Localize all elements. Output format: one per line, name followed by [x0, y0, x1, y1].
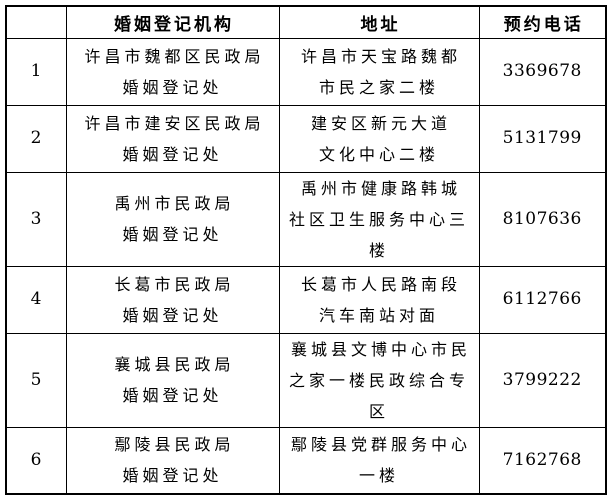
marriage-registration-table: 婚姻登记机构 地址 预约电话 1 许昌市魏都区民政局 婚姻登记处 许昌市天宝路魏… [5, 5, 607, 495]
header-phone: 预约电话 [478, 5, 607, 39]
row-number: 6 [5, 426, 67, 495]
institution-cell: 许昌市建安区民政局 婚姻登记处 [65, 104, 280, 173]
phone-cell: 8107636 [478, 171, 607, 267]
address-cell: 许昌市天宝路魏都 市民之家二楼 [278, 37, 480, 106]
phone-cell: 3369678 [478, 37, 607, 106]
header-row: 婚姻登记机构 地址 预约电话 [5, 5, 607, 39]
table-row: 6 鄢陵县民政局 婚姻登记处 鄢陵县党群服务中心 一楼 7162768 [5, 426, 607, 495]
institution-cell: 襄城县民政局 婚姻登记处 [65, 332, 280, 428]
row-number: 5 [5, 332, 67, 428]
header-index [5, 5, 67, 39]
header-institution: 婚姻登记机构 [65, 5, 280, 39]
institution-cell: 禹州市民政局 婚姻登记处 [65, 171, 280, 267]
table-row: 1 许昌市魏都区民政局 婚姻登记处 许昌市天宝路魏都 市民之家二楼 336967… [5, 37, 607, 106]
header-address: 地址 [278, 5, 480, 39]
row-number: 4 [5, 265, 67, 334]
phone-cell: 6112766 [478, 265, 607, 334]
table-row: 4 长葛市民政局 婚姻登记处 长葛市人民路南段 汽车南站对面 6112766 [5, 265, 607, 334]
table-row: 3 禹州市民政局 婚姻登记处 禹州市健康路韩城 社区卫生服务中心三楼 81076… [5, 171, 607, 267]
table-row: 2 许昌市建安区民政局 婚姻登记处 建安区新元大道 文化中心二楼 5131799 [5, 104, 607, 173]
address-cell: 鄢陵县党群服务中心 一楼 [278, 426, 480, 495]
phone-cell: 7162768 [478, 426, 607, 495]
row-number: 1 [5, 37, 67, 106]
row-number: 2 [5, 104, 67, 173]
institution-cell: 鄢陵县民政局 婚姻登记处 [65, 426, 280, 495]
address-cell: 禹州市健康路韩城 社区卫生服务中心三楼 [278, 171, 480, 267]
table-row: 5 襄城县民政局 婚姻登记处 襄城县文博中心市民 之家一楼民政综合专区 3799… [5, 332, 607, 428]
row-number: 3 [5, 171, 67, 267]
address-cell: 长葛市人民路南段 汽车南站对面 [278, 265, 480, 334]
institution-cell: 长葛市民政局 婚姻登记处 [65, 265, 280, 334]
address-cell: 建安区新元大道 文化中心二楼 [278, 104, 480, 173]
table-header: 婚姻登记机构 地址 预约电话 [5, 5, 607, 39]
institution-cell: 许昌市魏都区民政局 婚姻登记处 [65, 37, 280, 106]
address-cell: 襄城县文博中心市民 之家一楼民政综合专区 [278, 332, 480, 428]
registration-table-container: 婚姻登记机构 地址 预约电话 1 许昌市魏都区民政局 婚姻登记处 许昌市天宝路魏… [5, 5, 607, 495]
table-body: 1 许昌市魏都区民政局 婚姻登记处 许昌市天宝路魏都 市民之家二楼 336967… [5, 37, 607, 495]
phone-cell: 3799222 [478, 332, 607, 428]
phone-cell: 5131799 [478, 104, 607, 173]
